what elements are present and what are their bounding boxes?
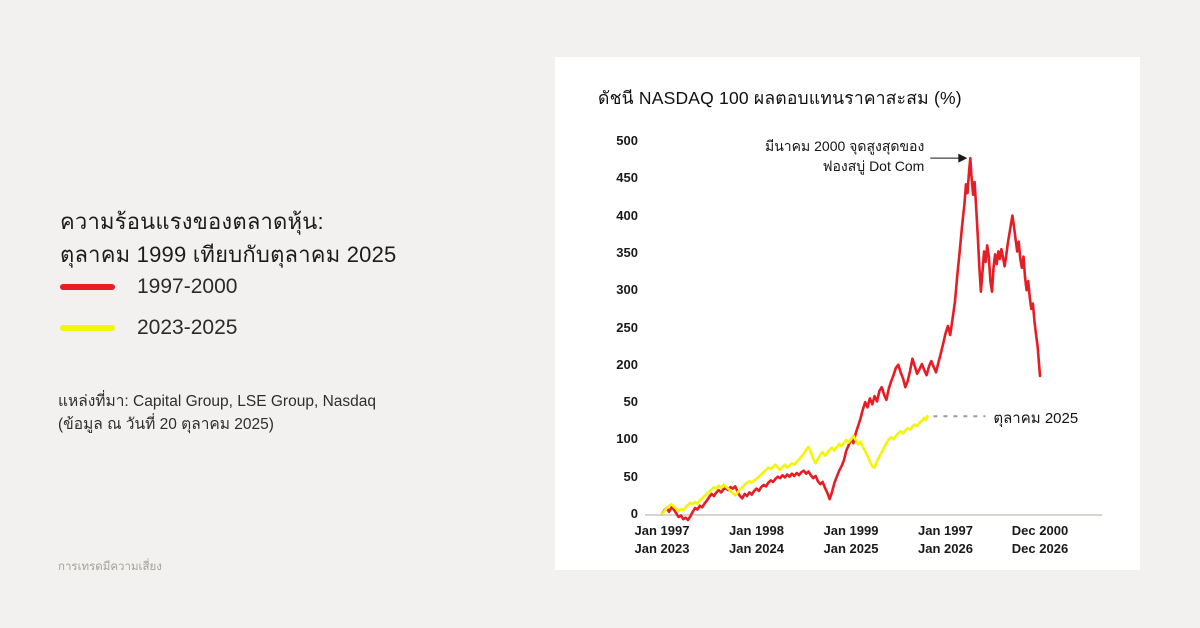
legend-label: 2023-2025 [137,316,238,339]
page-title-line1: ความร้อนแรงของตลาดหุ้น: [60,208,324,234]
legend-label: 1997-2000 [137,275,238,298]
legend: 1997-2000 2023-2025 [60,272,237,354]
left-panel: ความร้อนแรงของตลาดหุ้น: ตุลาคม 1999 เทีย… [0,0,555,628]
source-line2: (ข้อมูล ณ วันที่ 20 ตุลาคม 2025) [58,416,274,433]
chart-card [555,57,1140,570]
legend-swatch [60,284,115,290]
legend-swatch [60,325,115,331]
risk-disclaimer: การเทรดมีความเสี่ยง [58,561,162,573]
legend-item: 1997-2000 [60,272,237,302]
page-title: ความร้อนแรงของตลาดหุ้น: ตุลาคม 1999 เทีย… [60,205,396,271]
page-title-line2: ตุลาคม 1999 เทียบกับตุลาคม 2025 [60,241,397,267]
source-line1: แหล่งที่มา: Capital Group, LSE Group, Na… [58,393,376,410]
source-note: แหล่งที่มา: Capital Group, LSE Group, Na… [58,390,376,436]
legend-item: 2023-2025 [60,313,237,343]
